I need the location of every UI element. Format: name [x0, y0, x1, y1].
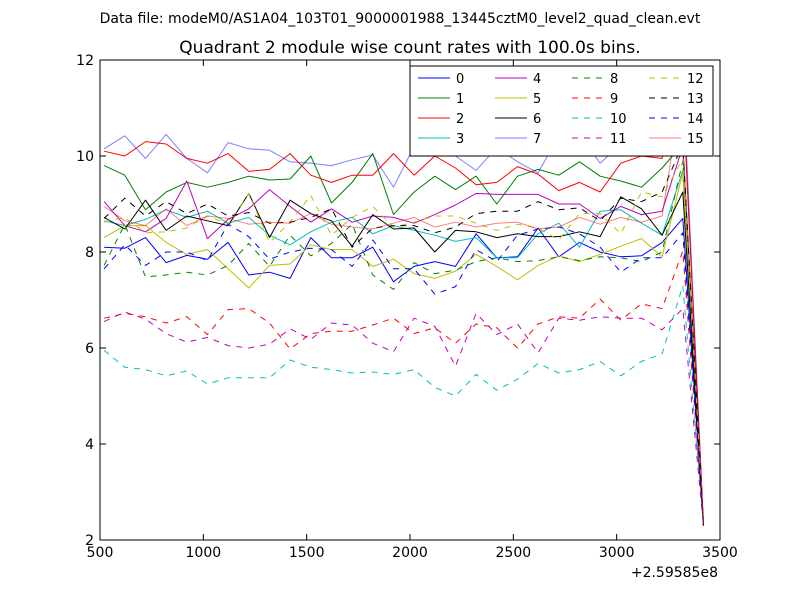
legend-label-7: 7 [533, 132, 541, 147]
chart-title: Quadrant 2 module wise count rates with … [179, 38, 640, 58]
series-layer [103, 71, 704, 526]
legend-box [409, 65, 714, 157]
y-tick-label: 4 [85, 437, 94, 453]
legend-label-8: 8 [610, 72, 618, 87]
datafile-label: Data file: modeM0/AS1A04_103T01_90000019… [100, 11, 701, 27]
series-line-9 [103, 250, 704, 526]
legend-label-3: 3 [456, 132, 464, 147]
y-tick-label: 6 [85, 341, 94, 357]
legend-label-2: 2 [456, 112, 464, 127]
x-tick-label: 3000 [599, 545, 635, 561]
x-tick-label: 2000 [392, 545, 428, 561]
x-tick-label: 500 [87, 545, 114, 561]
series-line-14 [103, 223, 704, 526]
y-tick-label: 8 [85, 245, 94, 261]
x-tick-label: 3500 [702, 545, 738, 561]
series-line-2 [103, 90, 704, 526]
x-tick-label: 1000 [186, 545, 222, 561]
legend-label-4: 4 [533, 72, 541, 87]
legend-label-10: 10 [610, 112, 627, 127]
series-line-1 [103, 143, 704, 526]
y-tick-label: 10 [76, 149, 94, 165]
legend-label-13: 13 [687, 92, 704, 107]
legend-label-6: 6 [533, 112, 541, 127]
series-line-10 [103, 285, 704, 526]
series-line-8 [103, 160, 704, 526]
legend-label-0: 0 [456, 72, 464, 87]
legend-label-11: 11 [610, 132, 627, 147]
y-tick-label: 12 [76, 53, 94, 69]
series-line-5 [103, 172, 704, 526]
y-tick-label: 2 [85, 533, 94, 549]
legend-label-15: 15 [687, 132, 704, 147]
series-line-0 [104, 217, 704, 526]
series-line-12 [103, 157, 704, 526]
series-line-15 [103, 83, 704, 526]
legend-label-9: 9 [610, 92, 618, 107]
series-line-7 [103, 71, 704, 526]
series-line-6 [103, 191, 704, 526]
x-tick-label: 1500 [289, 545, 325, 561]
legend-label-1: 1 [456, 92, 464, 107]
series-line-11 [103, 308, 704, 526]
series-line-13 [103, 143, 704, 526]
x-offset-label: +2.59585e8 [631, 565, 718, 581]
x-tick-label: 2500 [496, 545, 532, 561]
legend-label-12: 12 [687, 72, 704, 87]
legend-label-14: 14 [687, 112, 704, 127]
legend-label-5: 5 [533, 92, 541, 107]
